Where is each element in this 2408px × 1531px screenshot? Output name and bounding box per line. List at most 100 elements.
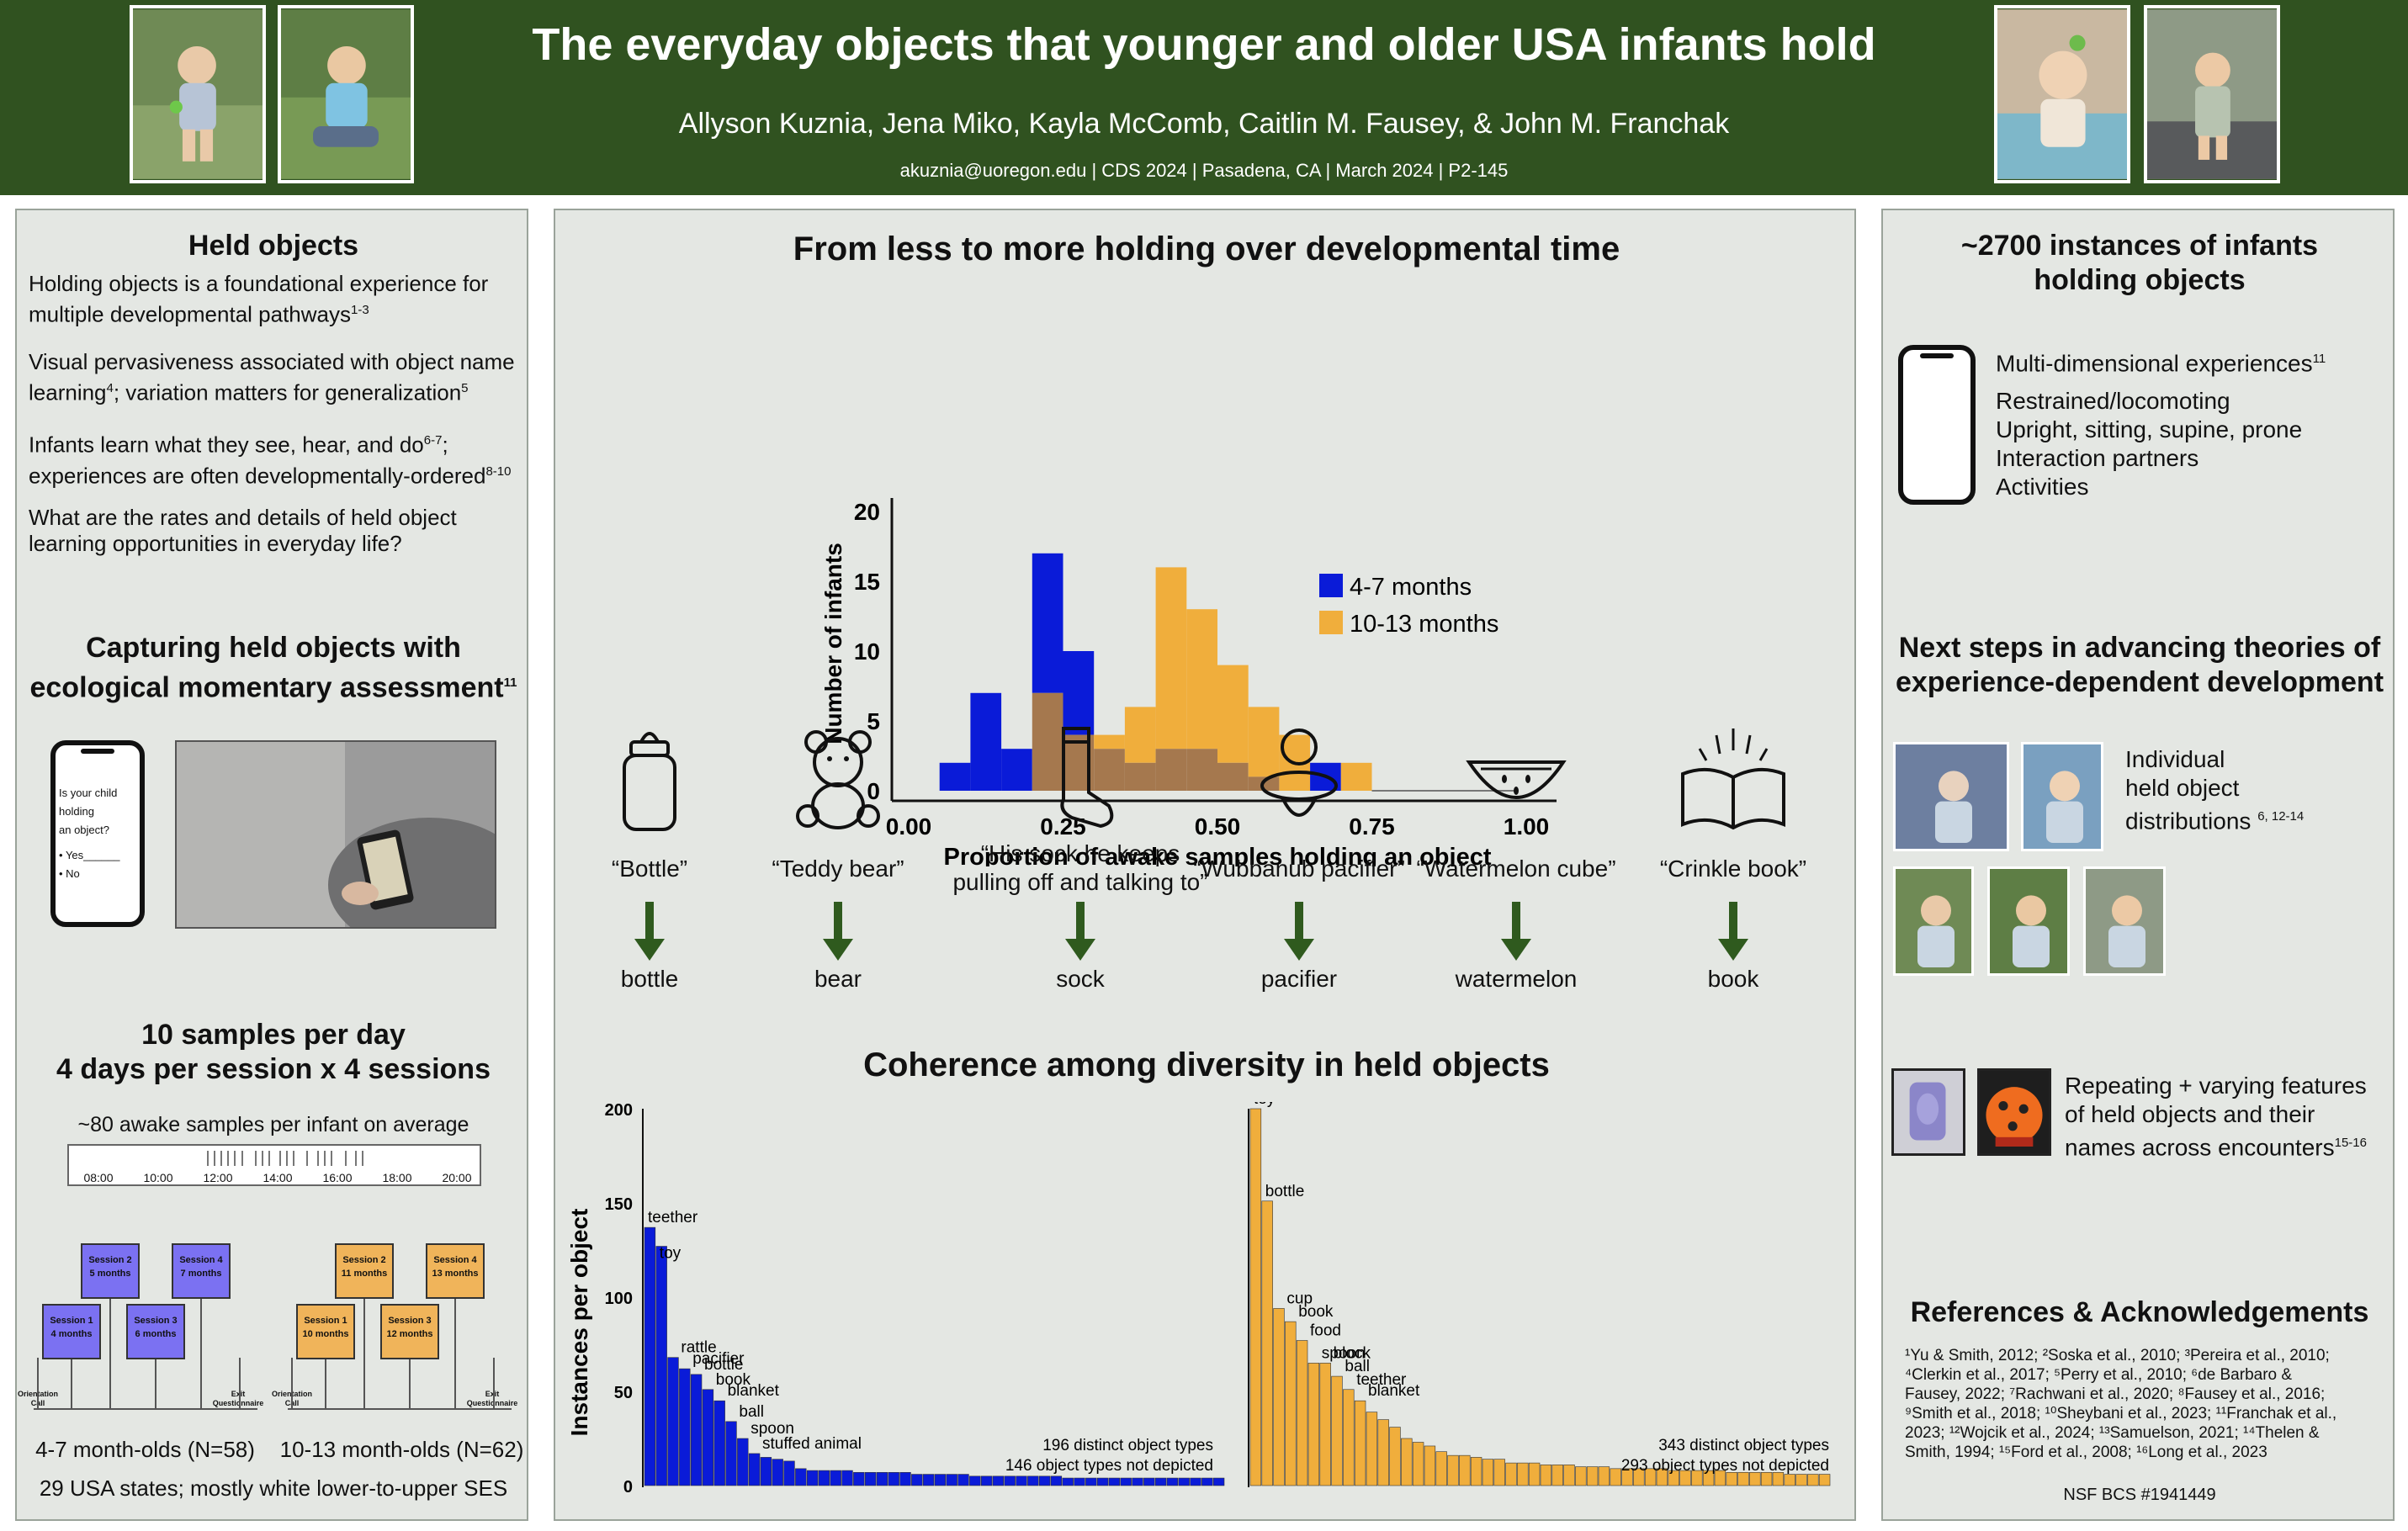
timeline-sample-tick (285, 1151, 288, 1166)
instance-bar (1307, 1363, 1320, 1486)
instance-bar (1424, 1445, 1436, 1486)
object-label: sock (1056, 966, 1105, 992)
instance-bar (1470, 1457, 1482, 1486)
instance-bar-label: toy (1254, 1102, 1276, 1108)
instance-bar (1366, 1412, 1378, 1486)
instance-bar (1178, 1477, 1190, 1486)
timeline-hour-label: 10:00 (143, 1171, 173, 1184)
instance-bar (992, 1475, 1005, 1486)
down-arrow-icon (821, 902, 855, 962)
instance-bar (1633, 1468, 1645, 1486)
instance-bar (946, 1474, 957, 1486)
instance-bar (1586, 1466, 1599, 1486)
instance-bar (1249, 1108, 1262, 1486)
sock-icon (1021, 723, 1139, 833)
timeline-sample-tick (268, 1151, 271, 1166)
left-panel: Held objects Holding objects is a founda… (15, 209, 528, 1521)
instance-bar (922, 1474, 935, 1486)
instance-bar (713, 1400, 725, 1486)
exit-connector (493, 1358, 495, 1408)
session-baseline (288, 1408, 512, 1410)
poster-authors: Allyson Kuznia, Jena Miko, Kayla McComb,… (678, 108, 1730, 140)
instance-bar (748, 1453, 761, 1486)
instance-bar (818, 1470, 830, 1486)
instance-bar-label: rattle (681, 1339, 716, 1357)
phone-option-yes[interactable]: • Yes______ (59, 849, 120, 861)
down-arrow-icon (633, 902, 666, 962)
instance-bar (1598, 1466, 1610, 1486)
object-label: book (1707, 966, 1759, 992)
poster-meta: akuznia@uoregon.edu | CDS 2024 | Pasaden… (899, 160, 1509, 181)
instance-bar (1154, 1477, 1167, 1486)
instance-bar-label: book (716, 1371, 751, 1389)
capture-heading: Capturing held objects with ecological mo… (29, 632, 517, 704)
instance-bar-label: food (1310, 1322, 1341, 1340)
timeline-hour-label: 16:00 (322, 1171, 353, 1184)
book-icon (1674, 723, 1792, 833)
hist-bar-overlap (1155, 749, 1187, 791)
hist-x-tick: 0.50 (1195, 813, 1241, 840)
instance-bar (1085, 1477, 1097, 1486)
timeline-sample-tick (293, 1151, 294, 1166)
instance-bar-label: ball (739, 1403, 764, 1421)
timeline-hour-label: 18:00 (382, 1171, 412, 1184)
phone-option-no[interactable]: • No (59, 867, 80, 880)
instance-bar (1818, 1474, 1831, 1486)
timeline-sample-tick (254, 1151, 257, 1166)
instance-bar-label: spoon (1322, 1344, 1366, 1362)
repeating-features-text: Repeating + varying features of held obje… (2065, 1073, 2367, 1161)
instance-bar (1062, 1477, 1074, 1486)
hist-bar-old (1155, 567, 1187, 750)
instance-bar (1212, 1477, 1225, 1486)
instance-bar-label: bottle (704, 1356, 743, 1374)
instance-bar (1074, 1477, 1085, 1486)
instance-bar-label: teether (1356, 1371, 1407, 1389)
object-photo-ladybug-toy (1977, 1068, 2051, 1156)
session-connector (409, 1359, 411, 1408)
legend-label-old: 10-13 months (1350, 611, 1498, 638)
distinct-types-note: 343 distinct object types (1658, 1437, 1829, 1454)
session-baseline (34, 1408, 257, 1410)
instance-bar (1563, 1465, 1575, 1486)
instance-bar (1143, 1477, 1155, 1486)
old-sample-size: 10-13 month-olds (N=62) (279, 1437, 524, 1462)
session-box: Session 3 12 months (380, 1304, 439, 1359)
hist-bar-old (1248, 707, 1280, 777)
next-steps-heading: Next steps in advancing theories of exper… (1895, 632, 2384, 698)
instance-bar (655, 1246, 667, 1486)
infant-thumbnail (1987, 866, 2070, 976)
instance-bar (1644, 1468, 1657, 1486)
instance-bar (783, 1460, 795, 1486)
instance-bar (1749, 1472, 1761, 1486)
not-depicted-note: 146 object types not depicted (1005, 1457, 1213, 1475)
phone-question-line-2: holding (59, 805, 94, 818)
instance-bar (1702, 1470, 1715, 1486)
instance-bar (888, 1472, 899, 1486)
timeline-sample-tick (262, 1151, 264, 1166)
infant-photo-1 (130, 5, 266, 183)
instance-bar (1540, 1465, 1552, 1486)
bars-title: Coherence among diversity in held object… (863, 1046, 1550, 1083)
timeline-hour-label: 20:00 (442, 1171, 472, 1184)
poster-title: The everyday objects that younger and ol… (532, 19, 1876, 70)
instance-bar (737, 1438, 749, 1486)
multi-dimensional-text: Multi-dimensional experiences11 (1996, 350, 2326, 377)
states-note: 29 USA states; mostly white lower-to-upp… (39, 1475, 508, 1501)
timeline-hour-label: 12:00 (203, 1171, 233, 1184)
bars-y-tick: 100 (605, 1290, 633, 1308)
instance-bar (1610, 1468, 1621, 1486)
object-label: pacifier (1260, 966, 1338, 992)
down-arrow-icon (1063, 902, 1097, 962)
instance-bar (1331, 1375, 1343, 1486)
instance-bar (725, 1421, 737, 1486)
instance-bar-label: blanket (1368, 1382, 1420, 1400)
instance-bar (899, 1472, 911, 1486)
bars-y-tick: 200 (605, 1102, 633, 1120)
hist-y-tick: 15 (854, 569, 880, 595)
hist-y-tick: 5 (867, 708, 880, 734)
samples-heading: 10 samples per day 4 days per session x 4… (56, 1019, 491, 1085)
infant-photo-3 (1994, 5, 2130, 183)
